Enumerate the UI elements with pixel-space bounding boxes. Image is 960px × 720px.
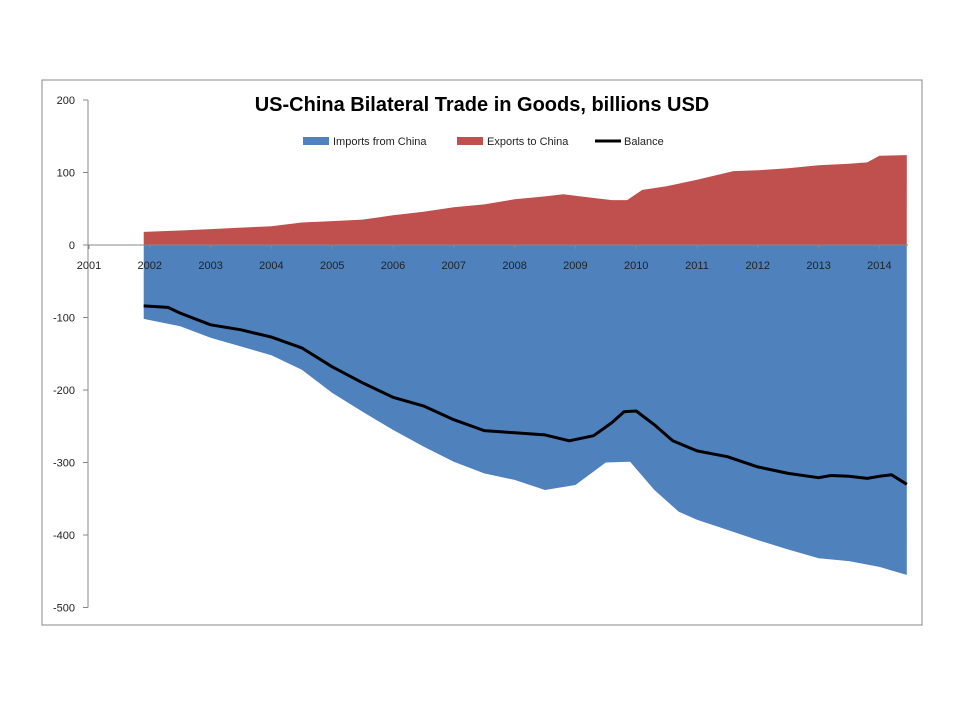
y-tick-label: -400 [53, 530, 75, 542]
x-tick-label: 2012 [746, 260, 770, 272]
x-tick-label: 2009 [563, 260, 587, 272]
y-tick-label: 100 [57, 168, 75, 180]
imports-area [143, 245, 907, 575]
y-tick-label: 0 [69, 240, 75, 252]
x-tick-label: 2011 [685, 260, 709, 272]
x-tick-label: 2013 [806, 260, 830, 272]
legend-label-imports: Imports from China [333, 136, 427, 148]
y-tick-label: -100 [53, 313, 75, 325]
legend-label-balance: Balance [624, 136, 664, 148]
exports-area [143, 155, 907, 245]
x-tick-label: 2008 [502, 260, 526, 272]
x-tick-label: 2014 [867, 260, 891, 272]
balance-line [143, 304, 908, 486]
x-tick-label: 2004 [259, 260, 283, 272]
legend-label-exports: Exports to China [487, 136, 569, 148]
x-tick-label: 2006 [381, 260, 405, 272]
x-tick-label: 2007 [442, 260, 466, 272]
x-tick-label: 2002 [138, 260, 162, 272]
legend-swatch-exports [457, 137, 483, 145]
x-tick-label: 2001 [77, 260, 101, 272]
y-tick-label: -500 [53, 603, 75, 615]
y-tick-label: -200 [53, 385, 75, 397]
x-tick-label: 2010 [624, 260, 648, 272]
y-tick-label: -300 [53, 458, 75, 470]
y-tick-label: 200 [57, 95, 75, 107]
chart-title: US-China Bilateral Trade in Goods, billi… [255, 94, 710, 116]
x-tick-label: 2005 [320, 260, 344, 272]
legend-swatch-imports [303, 137, 329, 145]
x-tick-label: 2003 [198, 260, 222, 272]
legend: Imports from China Exports to China Bala… [303, 136, 664, 148]
